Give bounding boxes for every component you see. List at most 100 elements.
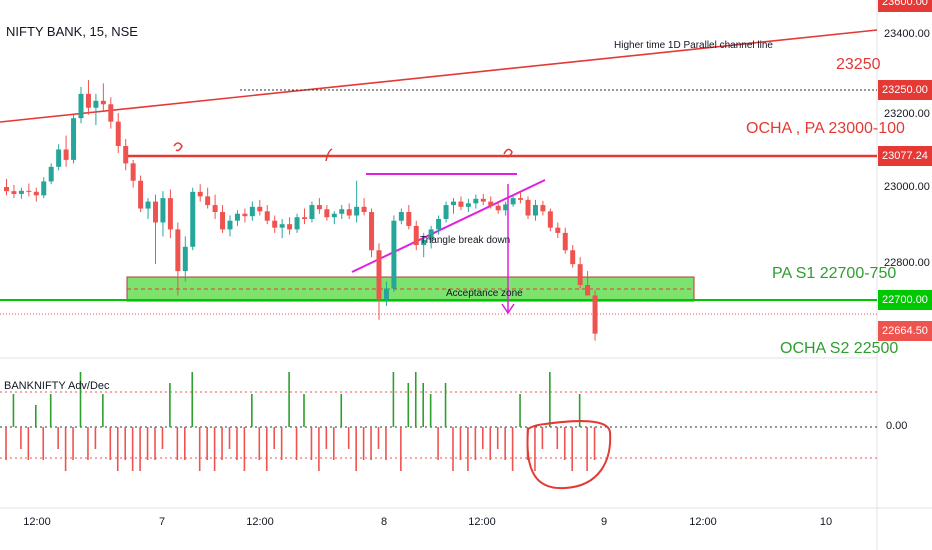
candle-body: [26, 190, 32, 192]
candle-body: [346, 209, 352, 216]
candle-body: [18, 190, 24, 194]
candle-body: [33, 191, 39, 196]
candle-body: [585, 285, 591, 296]
candle-body: [138, 180, 144, 209]
label-ocha-pa: OCHA , PA 23000-100: [746, 120, 905, 137]
candle-body: [398, 212, 404, 221]
candle-body: [391, 220, 397, 289]
candle-body: [451, 201, 456, 206]
candle-body: [287, 224, 293, 230]
candle-body: [592, 295, 598, 334]
candle-body: [4, 186, 9, 192]
time-tick-3: 8: [380, 516, 388, 528]
candle-body: [212, 205, 218, 213]
price-tick-22800: 22800.00: [884, 257, 930, 269]
candle-body: [495, 205, 501, 211]
candle-body: [525, 199, 531, 216]
candle-body: [473, 198, 479, 204]
candle-body: [577, 264, 583, 286]
candle-body: [48, 166, 54, 182]
candle-body: [555, 227, 561, 233]
candle-body: [428, 229, 434, 240]
candle-body: [488, 201, 494, 206]
candle-body: [190, 191, 196, 247]
candle-body: [220, 212, 226, 230]
candle-body: [63, 149, 69, 160]
marker-2: [325, 148, 333, 162]
candle-body: [182, 246, 188, 272]
acceptance-note: Acceptance zone: [446, 288, 523, 299]
candle-body: [123, 145, 129, 164]
candle-body: [115, 121, 121, 146]
candle-body: [532, 205, 538, 216]
candle-body: [71, 118, 77, 160]
time-tick-1: 7: [158, 516, 166, 528]
price-tag-23250: 23250.00: [878, 80, 932, 100]
candle-body: [436, 218, 442, 230]
price-tag-top: 23600.00: [878, 0, 932, 12]
candle-body: [234, 213, 240, 221]
price-tick-23200: 23200.00: [884, 108, 930, 120]
candle-body: [294, 217, 300, 230]
candle-body: [78, 93, 84, 119]
candle-body: [540, 205, 546, 212]
candle-body: [339, 209, 345, 214]
candle-body: [197, 191, 203, 197]
candles-group: [4, 79, 598, 341]
time-tick-5: 9: [600, 516, 608, 528]
candle-body: [302, 217, 307, 219]
candle-body: [257, 206, 263, 212]
candle-body: [242, 213, 248, 217]
candle-body: [331, 213, 337, 218]
price-tag-22700: 22700.00: [878, 290, 932, 310]
candle-body: [324, 209, 330, 218]
triangle-note: Triangle break down: [420, 235, 511, 246]
time-tick-0: 12:00: [23, 516, 51, 528]
candle-body: [547, 211, 553, 228]
candle-body: [93, 100, 99, 108]
label-23250: 23250: [836, 56, 881, 73]
indicator-label: BANKNIFTY Adv/Dec: [4, 380, 110, 392]
label-pa-s1: PA S1 22700-750: [772, 265, 897, 282]
price-tag-23077: 23077.24: [878, 146, 932, 166]
candle-body: [227, 220, 233, 230]
channel-note: Higher time 1D Parallel channel line: [614, 40, 773, 51]
time-tick-6: 12:00: [689, 516, 717, 528]
candle-body: [443, 205, 449, 219]
price-tick-23400: 23400.00: [884, 28, 930, 40]
highlight-circle: [526, 420, 612, 490]
candle-body: [145, 201, 151, 209]
candle-body: [510, 198, 516, 205]
candle-body: [518, 198, 524, 200]
candle-body: [406, 212, 412, 226]
candle-body: [465, 203, 471, 207]
candle-body: [108, 104, 114, 122]
candle-body: [160, 198, 166, 223]
candle-body: [167, 198, 173, 230]
marker-1: [173, 142, 183, 152]
candle-body: [383, 288, 389, 299]
candle-body: [354, 206, 360, 216]
triangle-bottom-line: [351, 179, 546, 273]
candle-body: [421, 239, 427, 246]
candle-body: [369, 212, 375, 251]
time-tick-7: 10: [819, 516, 833, 528]
candle-body: [570, 250, 576, 265]
candle-body: [41, 181, 47, 196]
candle-body: [316, 205, 322, 210]
price-tick-23000: 23000.00: [884, 181, 930, 193]
price-tag-22664: 22664.50: [878, 321, 932, 341]
candle-body: [100, 100, 106, 105]
symbol-header: NIFTY BANK, 15, NSE: [6, 24, 138, 39]
candle-body: [153, 201, 158, 223]
marker-3: [503, 148, 513, 158]
candle-body: [56, 149, 62, 167]
candle-body: [413, 225, 419, 246]
candle-body: [458, 201, 464, 207]
candle-body: [249, 206, 255, 217]
candle-body: [272, 220, 278, 228]
candle-body: [11, 191, 17, 194]
candle-body: [376, 250, 382, 299]
candle-body: [264, 211, 270, 221]
